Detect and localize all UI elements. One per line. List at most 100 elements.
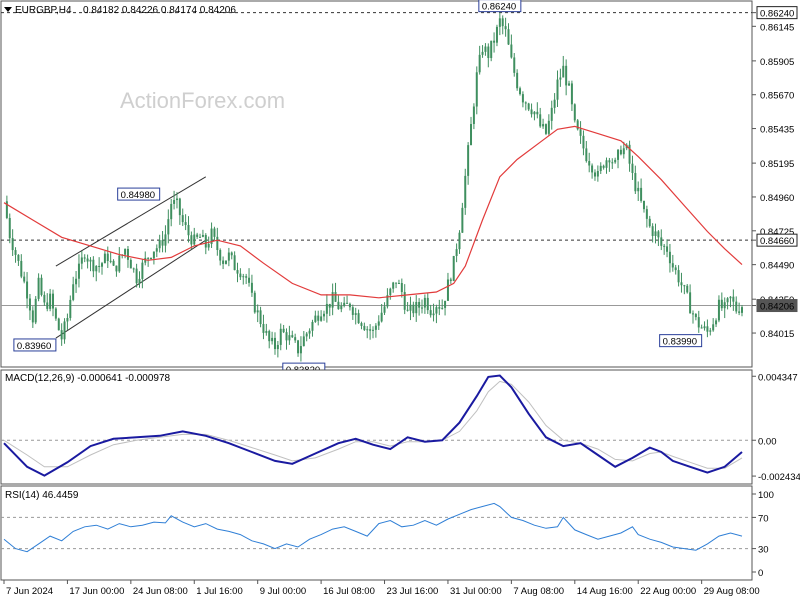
candle-body [530, 109, 533, 115]
candle-body [124, 248, 127, 255]
macd-line [3, 374, 743, 477]
candle-body [449, 279, 452, 281]
candle-body [302, 336, 305, 347]
macd-tick-label: -0.002434 [758, 472, 800, 483]
candle-body [495, 26, 498, 43]
candle-body [346, 302, 349, 304]
candle-body [276, 344, 279, 350]
candle-body [617, 149, 620, 160]
candle-body [340, 305, 343, 310]
time-tick-label: 14 Aug 16:00 [577, 586, 633, 597]
price-tick-label: 0.86145 [760, 22, 794, 33]
candle-body [92, 259, 95, 272]
candle-body [37, 277, 40, 299]
price-tick-label: 0.85195 [760, 159, 794, 170]
candle-body [262, 324, 265, 333]
candle-body [141, 262, 144, 279]
candle-body [69, 299, 72, 318]
rsi-tick-label: 30 [758, 545, 769, 556]
candle-body [184, 222, 187, 226]
candle-body [325, 303, 328, 314]
candle-body [409, 304, 412, 311]
dropdown-icon[interactable] [4, 7, 12, 12]
candle-body [193, 234, 196, 245]
candle-body [380, 312, 383, 322]
candle-body [147, 257, 150, 259]
candle-body [400, 283, 403, 293]
candle-body [386, 295, 389, 307]
candle-body [112, 260, 115, 266]
candle-body [605, 160, 608, 168]
candle-body [17, 254, 20, 261]
candle-body [273, 337, 276, 350]
candle-body [253, 292, 256, 313]
candle-body [657, 231, 660, 238]
candle-body [138, 278, 141, 284]
candle-body [712, 324, 715, 331]
candle-body [28, 298, 31, 311]
candle-body [297, 340, 300, 354]
candle-body [706, 326, 709, 332]
price-channel [55, 176, 207, 339]
price-tick-label: 0.84960 [760, 193, 794, 204]
candle-body [46, 302, 49, 309]
candle-body [458, 232, 461, 250]
candle-body [103, 253, 106, 264]
annotation-label: 0.84980 [121, 190, 155, 201]
candle-body [582, 135, 585, 149]
candle-body [369, 329, 372, 331]
candle-body [8, 217, 11, 239]
candle-body [207, 244, 210, 248]
candle-body [642, 200, 645, 210]
candle-body [628, 144, 631, 164]
candle-body [395, 282, 398, 284]
candle-body [467, 145, 470, 176]
candle-body [599, 165, 602, 172]
macd-tick-label: 0.004347 [758, 372, 798, 383]
channel-lower-line [55, 239, 207, 339]
candle-body [216, 236, 219, 250]
candle-body [732, 296, 735, 302]
candle-body [596, 171, 599, 177]
candle-body [481, 51, 484, 55]
candle-body [222, 260, 225, 264]
candle-body [697, 317, 700, 328]
candle-body [31, 310, 34, 323]
annotation-label: 0.86240 [482, 2, 516, 13]
candle-body [95, 265, 98, 272]
candle-body [210, 228, 213, 245]
candle-body [43, 294, 46, 303]
candle-body [521, 94, 524, 103]
rsi-panel: RSI(14) 46.4459 100 70 30 0 [0, 485, 774, 581]
candle-body [213, 228, 216, 237]
candle-body [279, 328, 282, 345]
candle-body [501, 18, 504, 27]
candle-body [478, 54, 481, 73]
candle-body [351, 307, 354, 315]
candle-body [34, 298, 37, 323]
candle-body [14, 250, 17, 255]
candle-body [648, 218, 651, 227]
time-tick-label: 23 Jul 16:00 [387, 586, 439, 597]
candle-body [282, 328, 285, 333]
candle-body [187, 225, 190, 236]
candle-body [576, 120, 579, 130]
candle-body [527, 103, 530, 110]
candle-body [265, 331, 268, 333]
annotation-box [13, 338, 57, 352]
macd-panel-frame [0, 369, 753, 485]
candle-body [614, 159, 617, 163]
candle-body [622, 148, 625, 155]
candle-body [444, 300, 447, 308]
candle-body [403, 292, 406, 310]
candle-body [487, 46, 490, 59]
price-tick-label: 0.85905 [760, 57, 794, 68]
candle-body [484, 46, 487, 52]
candle-body [741, 307, 743, 313]
candle-body [588, 161, 591, 166]
price-axis: 0.86240 0.86145 0.85905 0.85670 0.85435 0.851… [752, 6, 798, 340]
annotation-box [659, 334, 703, 348]
candle-body [611, 162, 614, 164]
candle-body [680, 282, 683, 286]
time-tick-label: 1 Jul 16:00 [196, 586, 242, 597]
